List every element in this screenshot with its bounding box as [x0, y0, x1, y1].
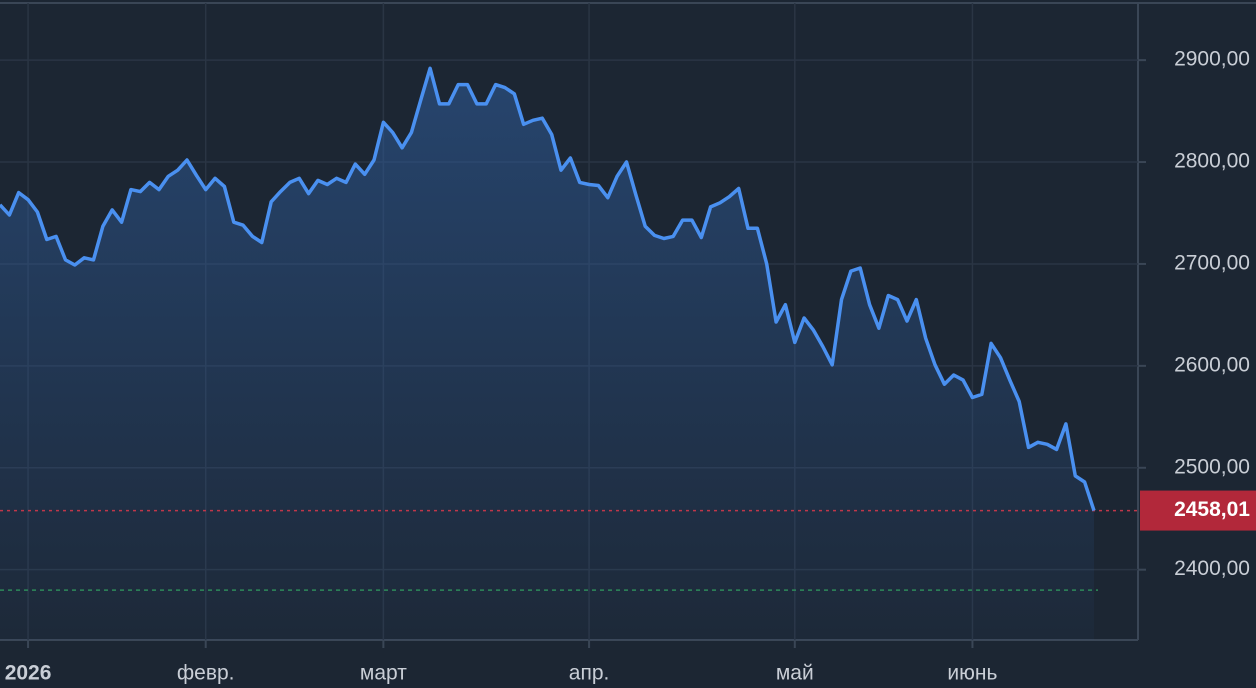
- y-tick-label: 2800,00: [1174, 150, 1250, 173]
- x-tick-label: 2026: [5, 662, 52, 685]
- area-fill: [0, 68, 1094, 641]
- y-tick-label: 2400,00: [1174, 557, 1250, 580]
- x-tick-label: май: [776, 662, 814, 685]
- x-tick-label: март: [360, 662, 407, 685]
- last-price-tag: [1140, 490, 1256, 531]
- x-tick-label: июнь: [947, 662, 997, 685]
- y-tick-label: 2600,00: [1174, 353, 1250, 376]
- y-tick-label: 2500,00: [1174, 455, 1250, 478]
- x-tick-label: февр.: [177, 662, 235, 685]
- y-tick-label: 2900,00: [1174, 48, 1250, 71]
- y-tick-label: 2700,00: [1174, 251, 1250, 274]
- price-line: [0, 66, 1096, 512]
- x-tick-label: апр.: [569, 662, 610, 685]
- last-price-label: 2458,01: [1174, 498, 1250, 521]
